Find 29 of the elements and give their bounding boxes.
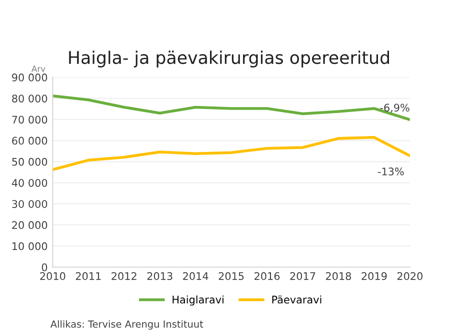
y-tick-label: 20 000 [12, 221, 48, 230]
annotation: -13% [378, 168, 404, 176]
x-tick-label: 2020 [397, 272, 422, 280]
text: Allikas: Tervise Arengu Instituut [50, 320, 204, 330]
y-tick-label: 60 000 [12, 136, 48, 145]
x-tick-label: 2011 [76, 272, 101, 280]
y-tick-label: 0 [42, 263, 48, 272]
y-tick-label: 30 000 [12, 200, 48, 208]
annotation: -6,9% [380, 104, 410, 113]
legend-label: Päevaravi [272, 295, 322, 304]
y-tick-label: 80 000 [12, 94, 48, 102]
y-axis-title: Arv [32, 66, 46, 72]
x-tick-label: 2019 [362, 272, 387, 280]
x-tick-label: 2017 [290, 272, 316, 280]
line-series [52, 94, 410, 122]
x-tick-label: 2014 [183, 272, 208, 280]
chart-title: Haigla- ja päevakirurgias opereeritud [69, 50, 389, 68]
legend-label: Haiglaravi [172, 295, 224, 306]
y-tick-label: 40 000 [12, 178, 48, 187]
x-tick-label: 2013 [147, 272, 172, 280]
x-tick-label: 2012 [112, 272, 136, 280]
y-tick-label: 10 000 [12, 242, 48, 250]
x-tick-label: 2010 [40, 272, 66, 280]
y-tick-label: 90 000 [12, 74, 48, 82]
y-tick-label: 70 000 [12, 116, 48, 124]
x-tick-label: 2018 [326, 272, 352, 280]
x-tick-label: 2015 [218, 272, 244, 280]
y-tick-label: 50 000 [12, 158, 48, 166]
x-tick-label: 2016 [254, 272, 280, 280]
